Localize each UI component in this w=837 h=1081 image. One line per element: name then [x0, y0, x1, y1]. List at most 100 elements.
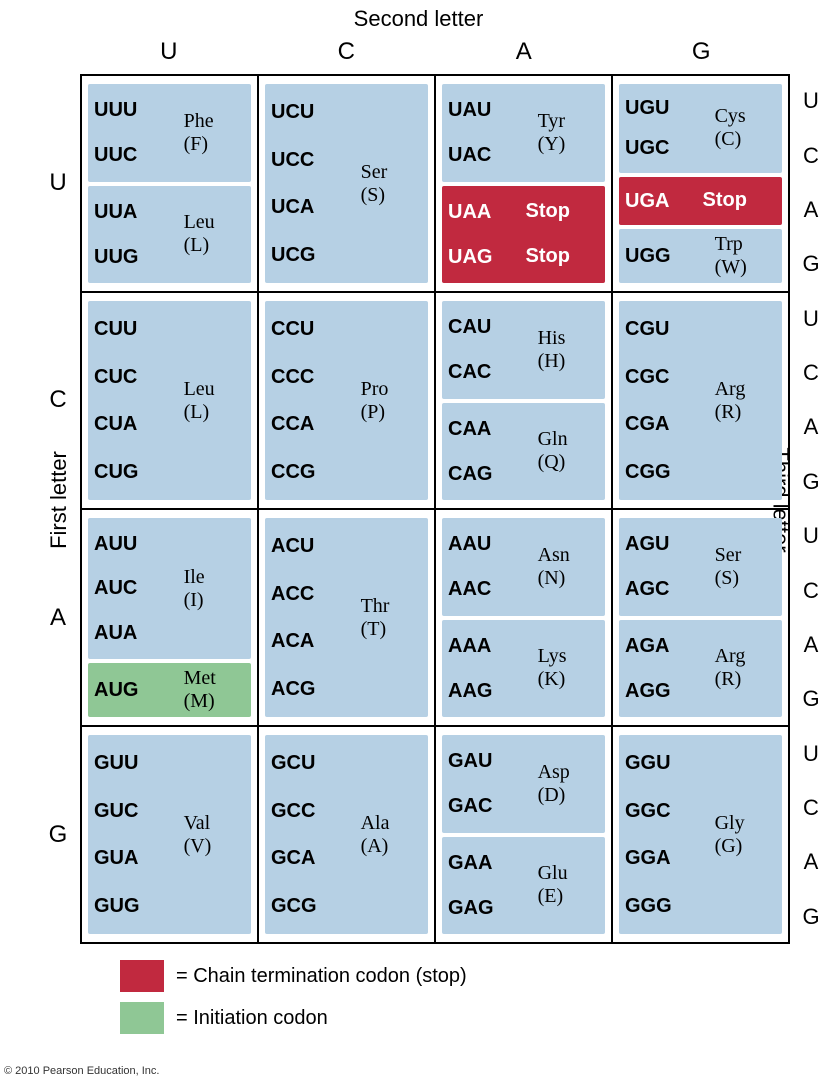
codon-block: AAAAAGLys(K) — [442, 620, 605, 718]
table-cell: GGUGGCGGAGGGGly(G) — [613, 727, 788, 942]
codon-list: AAU AAC — [448, 522, 536, 612]
table-cell: UCUUCCUCAUCGSer(S) — [259, 76, 436, 291]
codon: UCG — [271, 239, 359, 271]
stop-swatch — [120, 960, 164, 992]
codon: AAU — [448, 528, 536, 560]
amino-acid: Met(M) — [182, 667, 245, 713]
codon: AAC — [448, 573, 536, 605]
codon-block: GGUGGCGGAGGGGly(G) — [619, 735, 782, 934]
third-c: C — [796, 563, 826, 617]
codon-block: AUGMet(M) — [88, 663, 251, 717]
amino-acid: Stop — [701, 181, 777, 221]
codon: UUU — [94, 94, 182, 126]
codon: GAC — [448, 790, 536, 822]
codon: CAU — [448, 311, 536, 343]
codon: CUC — [94, 361, 182, 393]
codon-block: AUUAUCAUAIle(I) — [88, 518, 251, 659]
codon-list: AGAAGG — [625, 624, 713, 714]
table-cell: UUUUUCPhe(F)UUAUUGLeu(L) — [82, 76, 259, 291]
codon: UCU — [271, 96, 359, 128]
row-label-u: U — [40, 74, 76, 292]
amino-acid: Arg(R) — [713, 624, 776, 714]
table-cell: AAUAACAsn(N)AAAAAGLys(K) — [436, 510, 613, 725]
codon: UUG — [94, 241, 182, 273]
col-header-a: A — [435, 38, 613, 66]
codon: CAA — [448, 413, 536, 445]
codon-list: CAUCAC — [448, 305, 536, 395]
codon: CCU — [271, 313, 359, 345]
third-u: U — [796, 509, 826, 563]
codon-block: UGAStop — [619, 177, 782, 225]
codon: AUA — [94, 617, 182, 649]
legend-start: = Initiation codon — [120, 1002, 467, 1034]
codon: CUA — [94, 408, 182, 440]
codon-list: GAUGAC — [448, 739, 536, 829]
codon: AUG — [94, 674, 182, 706]
codon-block: CAACAGGln(Q) — [442, 403, 605, 501]
codon-block: UUUUUCPhe(F) — [88, 84, 251, 182]
codon-list: UGUUGC — [625, 88, 713, 169]
amino-acid: Arg(R) — [713, 305, 776, 496]
codon: AAG — [448, 675, 536, 707]
codon-block: GAAGAGGlu(E) — [442, 837, 605, 935]
codon: AGG — [625, 675, 713, 707]
table-cell: GUUGUCGUAGUGVal(V) — [82, 727, 259, 942]
amino-acid: Glu(E) — [536, 841, 599, 931]
amino-acid: Thr(T) — [359, 522, 422, 713]
codon: AUC — [94, 572, 182, 604]
amino-acid: Ile(I) — [182, 522, 245, 655]
third-g: G — [796, 455, 826, 509]
third-c: C — [796, 781, 826, 835]
amino-acid: Trp(W) — [713, 233, 776, 279]
codon-block: UCUUCCUCAUCGSer(S) — [265, 84, 428, 283]
codon-list: AGUAGC — [625, 522, 713, 612]
codon: ACC — [271, 578, 359, 610]
amino-acid: Leu(L) — [182, 190, 245, 280]
codon: UCC — [271, 144, 359, 176]
third-u: U — [796, 74, 826, 128]
third-u: U — [796, 727, 826, 781]
codon: GUA — [94, 842, 182, 874]
legend-stop: = Chain termination codon (stop) — [120, 960, 467, 992]
codon-list: CGUCGCCGACGG — [625, 305, 713, 496]
col-header-g: G — [613, 38, 791, 66]
codon-block: AGAAGGArg(R) — [619, 620, 782, 718]
table-cell: GAUGACAsp(D)GAAGAGGlu(E) — [436, 727, 613, 942]
codon-list: CAACAG — [448, 407, 536, 497]
codon-block: UAAUAGStopStop — [442, 186, 605, 284]
codon: GGU — [625, 747, 713, 779]
third-g: G — [796, 237, 826, 291]
codon: UAC — [448, 139, 536, 171]
codon: UAA — [448, 196, 524, 228]
table-cell: AUUAUCAUAIle(I)AUGMet(M) — [82, 510, 259, 725]
codon: AAA — [448, 630, 536, 662]
codon: GGG — [625, 890, 713, 922]
amino-acid: His(H) — [536, 305, 599, 395]
amino-acid: Gln(Q) — [536, 407, 599, 497]
amino-acid: Cys(C) — [713, 88, 776, 169]
codon-list: AAA AAG — [448, 624, 536, 714]
codon-block: ACUACCACAACGThr(T) — [265, 518, 428, 717]
amino-acid: Ala(A) — [359, 739, 422, 930]
codon: AGC — [625, 573, 713, 605]
codon-list: UCUUCCUCAUCG — [271, 88, 359, 279]
codon-list: AUUAUCAUA — [94, 522, 182, 655]
codon-table-container: Second letter U C A G First letter Third… — [0, 0, 837, 1081]
amino-acid: Gly(G) — [713, 739, 776, 930]
codon: GCG — [271, 890, 359, 922]
codon: GAA — [448, 847, 536, 879]
codon: UAU — [448, 94, 536, 126]
start-swatch — [120, 1002, 164, 1034]
codon: CCC — [271, 361, 359, 393]
amino-acid: Ser(S) — [359, 88, 422, 279]
third-letter-labels: U C A G U C A G U C A G U C A G — [796, 74, 826, 944]
table-cell: CAUCACHis(H)CAACAGGln(Q) — [436, 293, 613, 508]
legend: = Chain termination codon (stop) = Initi… — [120, 960, 467, 1044]
col-header-c: C — [258, 38, 436, 66]
legend-stop-text: = Chain termination codon (stop) — [176, 965, 467, 988]
codon: CGU — [625, 313, 713, 345]
codon-table: UUUUUCPhe(F)UUAUUGLeu(L)UCUUCCUCAUCGSer(… — [80, 74, 790, 944]
codon-block: UUAUUGLeu(L) — [88, 186, 251, 284]
codon: CUU — [94, 313, 182, 345]
codon: UGC — [625, 132, 713, 164]
